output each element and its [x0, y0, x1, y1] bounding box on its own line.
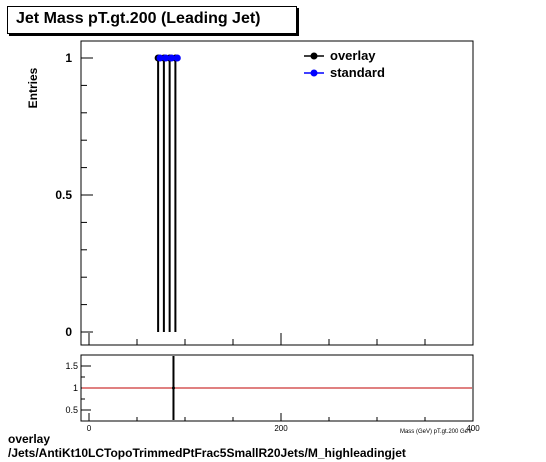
ratio-point	[171, 386, 175, 390]
x-axis-label: Mass (GeV) pT.gt.200 GeV	[400, 429, 472, 435]
y-tick-label: 0	[65, 325, 72, 339]
ratio-y-tick-label: 0.5	[65, 405, 78, 415]
footer-overlay-label: overlay	[8, 432, 51, 446]
y-tick-label: 0.5	[55, 188, 72, 202]
chart-title: Jet Mass pT.gt.200 (Leading Jet)	[16, 10, 261, 27]
ratio-plot-layer: 0.5 1 1.5 0 200 400	[65, 354, 480, 433]
chart-title-box: Jet Mass pT.gt.200 (Leading Jet)	[7, 6, 297, 34]
legend: overlay standard	[304, 48, 385, 80]
data-point-standard	[162, 54, 170, 62]
data-point-standard	[173, 54, 181, 62]
ratio-y-tick-label: 1	[73, 383, 78, 393]
y-axis-label: Entries	[26, 67, 40, 108]
legend-marker-overlay	[310, 52, 318, 60]
ratio-x-tick-label: 400	[466, 424, 480, 433]
main-plot-frame	[80, 40, 474, 346]
footer-histogram-path: /Jets/AntiKt10LCTopoTrimmedPtFrac5SmallR…	[8, 446, 406, 460]
ratio-y-tick-label: 1.5	[65, 361, 78, 371]
ratio-x-tick-label: 0	[87, 424, 92, 433]
y-tick-label: 1	[65, 51, 72, 65]
main-plot-layer: 00.51	[55, 51, 474, 345]
legend-label-standard: standard	[330, 65, 385, 80]
ratio-x-tick-label: 200	[274, 424, 288, 433]
legend-marker-standard	[310, 69, 318, 77]
data-point-standard	[168, 54, 176, 62]
legend-label-overlay: overlay	[330, 48, 376, 63]
data-point-standard	[156, 54, 164, 62]
